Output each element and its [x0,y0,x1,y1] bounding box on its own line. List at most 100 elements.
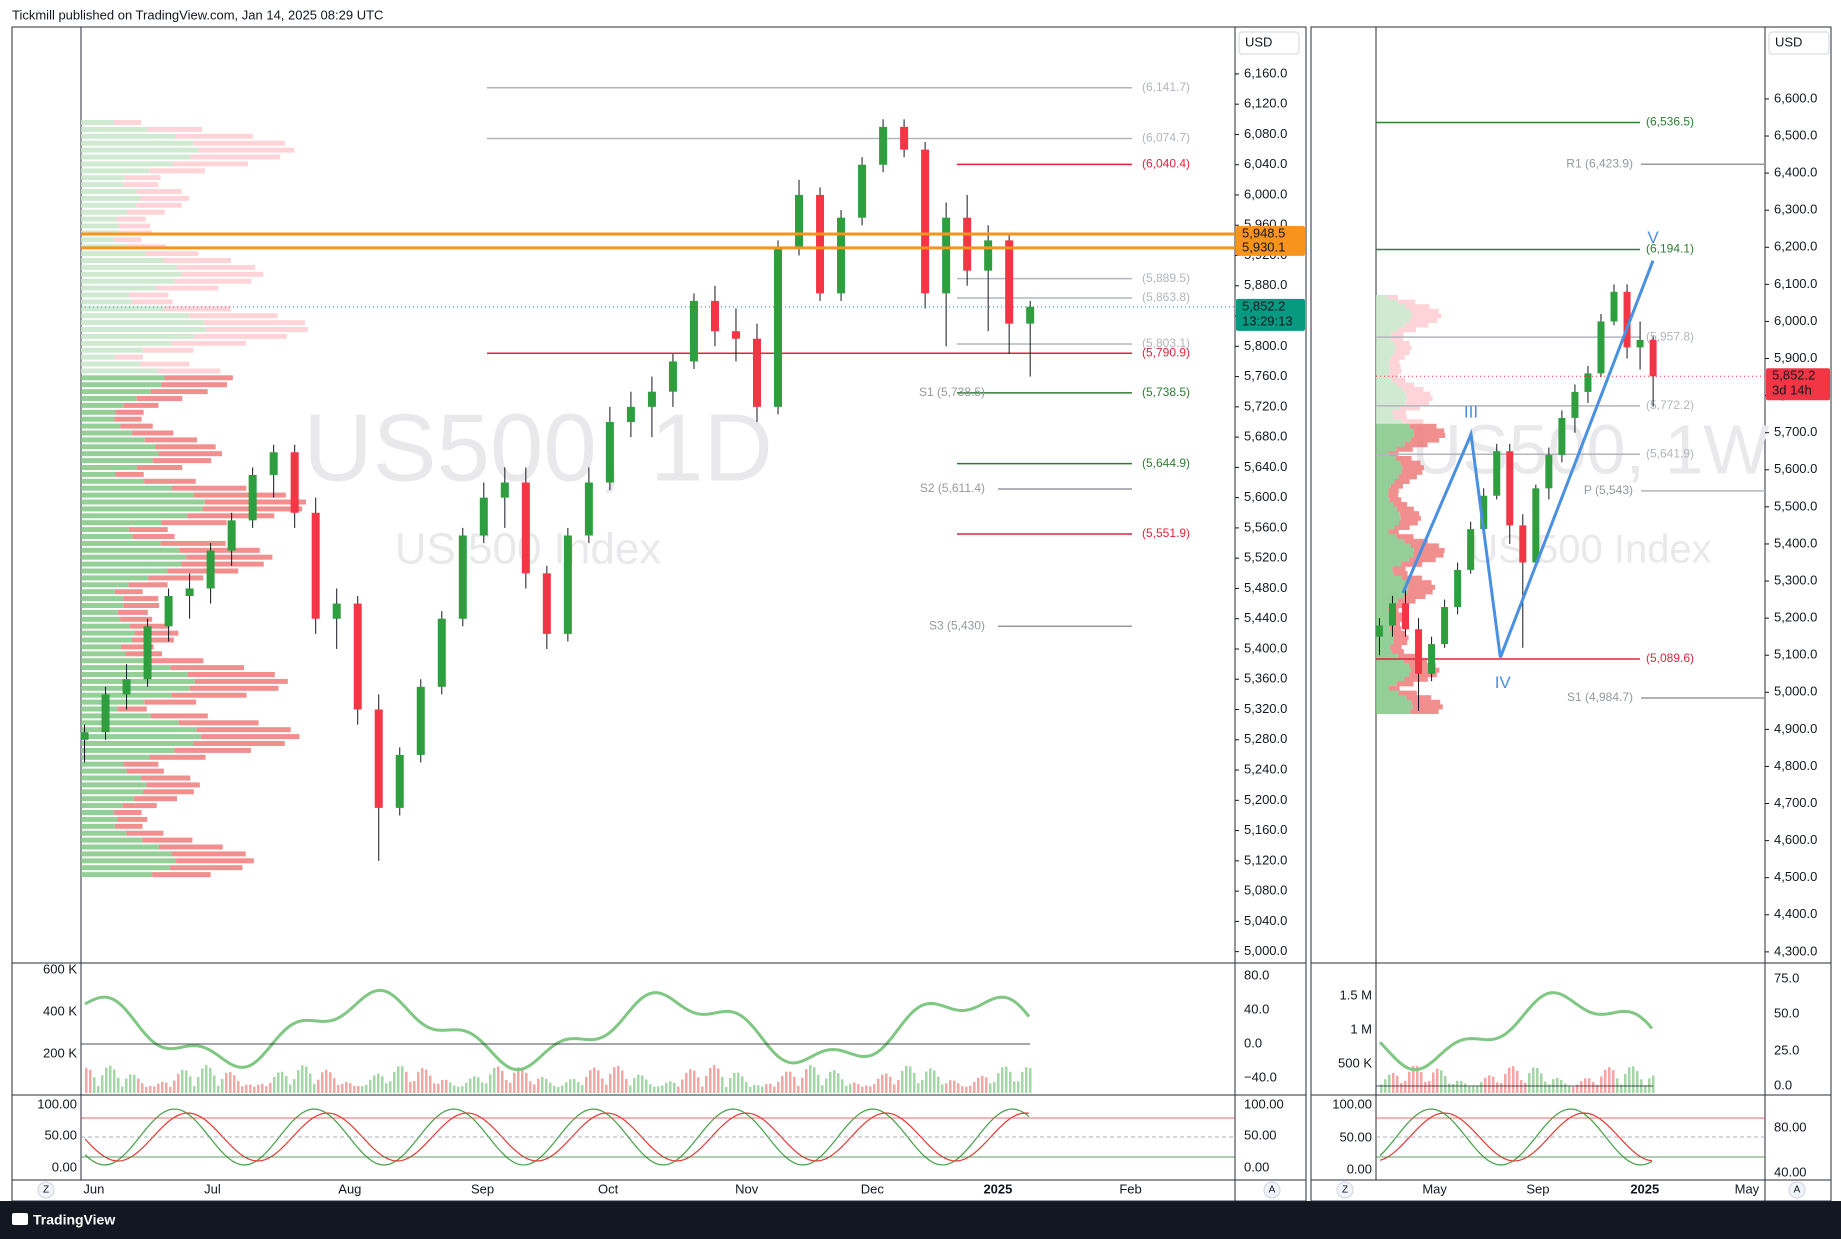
profile-up [81,258,164,263]
profile-up [81,844,159,850]
scale-button-label[interactable]: A [1269,1185,1276,1196]
volume-bar [349,1083,352,1093]
profile-down [136,396,183,401]
profile-down [115,354,143,360]
volume-bar [109,1065,112,1093]
profile-down [1390,336,1403,342]
volume-bar [457,1086,460,1093]
volume-bar [677,1086,680,1093]
profile-up [81,775,142,781]
ind1-right-tick: 75.0 [1774,970,1799,985]
panel-frame [11,26,1307,1202]
profile-down [143,789,194,795]
currency-box [1238,31,1300,55]
profile-down [117,609,148,615]
profile-up [81,361,141,367]
time-label: Sep [1526,1181,1549,1196]
price-badge-sub: 3d 14h [1772,383,1812,398]
volume-bar [1536,1067,1539,1093]
candle-body [101,694,110,733]
profile-up [81,389,151,395]
volume-bar [1540,1073,1543,1093]
profile-up [81,402,124,408]
volume-bar [569,1079,572,1093]
profile-down [1389,626,1402,632]
volume-bar [89,1069,92,1093]
volume-bar [1492,1076,1495,1093]
volume-bar [1009,1071,1012,1093]
scale-button-label[interactable]: A [1794,1185,1801,1196]
ind2-right-tick: 100.00 [1244,1096,1284,1111]
profile-down [1388,686,1400,691]
profile-up [81,782,147,788]
level-label: (6,141.7) [1142,80,1190,94]
volume-bar [637,1074,640,1093]
scale-button-label[interactable]: Z [1342,1185,1348,1196]
profile-down [179,547,260,553]
profile-up [81,278,175,284]
profile-up [1376,502,1394,507]
volume-bar [325,1069,328,1093]
volume-bar [425,1069,428,1093]
profile-up [1376,382,1397,388]
profile-up [81,368,158,374]
volume-bar [125,1078,128,1093]
volume-bar [1416,1066,1419,1093]
profile-up [81,651,126,657]
profile-down [1402,419,1424,425]
profile-down [1394,525,1410,530]
candle-body [626,406,635,422]
profile-down [194,678,288,684]
profile-up [1376,400,1406,406]
profile-up [1376,653,1398,659]
profile-down [117,706,147,712]
profile-down [1404,442,1428,448]
y-tick-label: 5,640.0 [1244,459,1287,474]
profile-up [1376,469,1402,475]
y-tick-label: 5,000.0 [1244,943,1287,958]
profile-down [189,685,279,691]
profile-down [163,258,231,263]
profile-up [81,485,172,491]
ind2-left-tick: 100.00 [37,1096,77,1111]
profile-down [156,285,219,291]
profile-down [120,423,153,429]
volume-bar [1612,1070,1615,1093]
volume-bar [793,1076,796,1093]
profile-down [1393,640,1408,645]
volume-bar [977,1077,980,1093]
profile-up [1376,368,1390,374]
price-badge-label: 5,930.1 [1242,239,1285,254]
volume-bar [329,1072,332,1093]
volume-bar [653,1086,656,1093]
volume-bar [1600,1076,1603,1093]
profile-down [1392,630,1407,636]
volume-bar [897,1079,900,1093]
profile-up [81,133,176,139]
profile-down [152,872,211,878]
profile-up [81,761,124,767]
profile-up [81,430,132,436]
profile-up [1376,322,1405,328]
candle-body [858,164,867,218]
volume-bar [1524,1082,1527,1093]
footer-brand[interactable]: TradingView [33,1212,115,1228]
currency-label: USD [1245,34,1272,49]
candle-body [1026,306,1035,324]
profile-down [1393,635,1409,641]
y-tick-label: 5,400.0 [1244,640,1287,655]
time-label: Dec [861,1181,885,1196]
profile-down [1405,391,1431,397]
profile-up [81,554,187,560]
volume-bar [1396,1075,1399,1093]
profile-up [81,540,161,546]
profile-up [81,623,130,629]
y-tick-label: 5,500.0 [1774,498,1817,513]
profile-up [1376,612,1391,618]
currency-box [1768,31,1830,55]
profile-up [1376,492,1389,498]
profile-down [136,202,182,208]
volume-bar [889,1076,892,1093]
scale-button-label[interactable]: Z [43,1185,49,1196]
profile-up [1376,534,1397,540]
